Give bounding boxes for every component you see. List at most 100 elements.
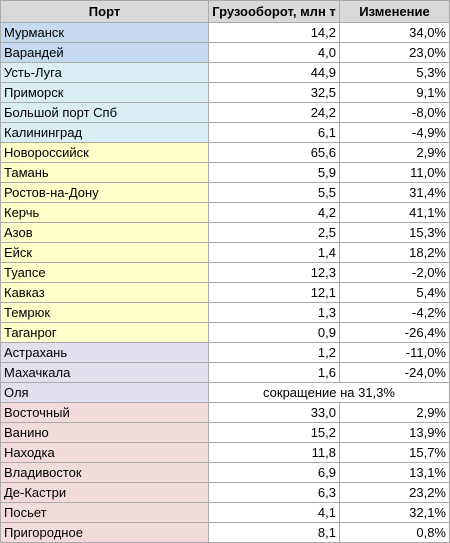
table-row: Оля сокращение на 31,3% [0,382,450,403]
volume-cell: 4,2 [208,202,340,223]
volume-cell: 11,8 [208,442,340,463]
volume-cell: 65,6 [208,142,340,163]
change-cell: 5,3% [339,62,450,83]
volume-cell: 2,5 [208,222,340,243]
change-cell: -8,0% [339,102,450,123]
change-cell: 2,9% [339,402,450,423]
port-name-cell: Ейск [0,242,209,263]
change-cell: -11,0% [339,342,450,363]
port-name-cell: Туапсе [0,262,209,283]
volume-cell: 1,3 [208,302,340,323]
table-row: Кавказ 12,1 5,4% [0,282,450,303]
change-cell: 5,4% [339,282,450,303]
port-name-cell: Ростов-на-Дону [0,182,209,203]
change-cell: 32,1% [339,502,450,523]
volume-cell: 4,1 [208,502,340,523]
table-row: Варандей 4,0 23,0% [0,42,450,63]
volume-cell: 1,2 [208,342,340,363]
change-cell: -24,0% [339,362,450,383]
change-cell: 15,3% [339,222,450,243]
change-cell: 13,1% [339,462,450,483]
table-row: Туапсе 12,3 -2,0% [0,262,450,283]
table-row: Темрюк 1,3 -4,2% [0,302,450,323]
header-change: Изменение [339,0,450,23]
table-row: Калининград 6,1 -4,9% [0,122,450,143]
change-cell: 31,4% [339,182,450,203]
volume-cell: 6,9 [208,462,340,483]
merged-note-cell: сокращение на 31,3% [208,382,450,403]
volume-cell: 4,0 [208,42,340,63]
port-name-cell: Варандей [0,42,209,63]
port-name-cell: Посьет [0,502,209,523]
change-cell: 0,8% [339,522,450,543]
change-cell: 23,0% [339,42,450,63]
volume-cell: 12,3 [208,262,340,283]
table-row: Ванино 15,2 13,9% [0,422,450,443]
volume-cell: 24,2 [208,102,340,123]
change-cell: -4,2% [339,302,450,323]
header-volume: Грузооборот, млн т [208,0,340,23]
volume-cell: 5,5 [208,182,340,203]
port-name-cell: Мурманск [0,22,209,43]
table-row: Приморск 32,5 9,1% [0,82,450,103]
table-row: Астрахань 1,2 -11,0% [0,342,450,363]
port-name-cell: Новороссийск [0,142,209,163]
port-name-cell: Азов [0,222,209,243]
port-name-cell: Большой порт Спб [0,102,209,123]
port-name-cell: Усть-Луга [0,62,209,83]
volume-cell: 14,2 [208,22,340,43]
port-name-cell: Махачкала [0,362,209,383]
table-body: Мурманск 14,2 34,0% Варандей 4,0 23,0% Усть-Лу… [0,22,450,543]
table-row: Владивосток 6,9 13,1% [0,462,450,483]
change-cell: 2,9% [339,142,450,163]
port-name-cell: Находка [0,442,209,463]
table-row: Большой порт Спб 24,2 -8,0% [0,102,450,123]
port-name-cell: Владивосток [0,462,209,483]
port-name-cell: Тамань [0,162,209,183]
change-cell: 18,2% [339,242,450,263]
change-cell: -4,9% [339,122,450,143]
change-cell: 13,9% [339,422,450,443]
table-row: Тамань 5,9 11,0% [0,162,450,183]
table-row: Махачкала 1,6 -24,0% [0,362,450,383]
port-name-cell: Калининград [0,122,209,143]
table-row: Восточный 33,0 2,9% [0,402,450,423]
volume-cell: 8,1 [208,522,340,543]
volume-cell: 44,9 [208,62,340,83]
port-name-cell: Астрахань [0,342,209,363]
volume-cell: 1,6 [208,362,340,383]
table-row: Ростов-на-Дону 5,5 31,4% [0,182,450,203]
header-port: Порт [0,0,209,23]
port-name-cell: Таганрог [0,322,209,343]
table-row: Новороссийск 65,6 2,9% [0,142,450,163]
volume-cell: 33,0 [208,402,340,423]
port-name-cell: Ванино [0,422,209,443]
table-row: Находка 11,8 15,7% [0,442,450,463]
table-row: Де-Кастри 6,3 23,2% [0,482,450,503]
port-name-cell: Оля [0,382,209,403]
port-name-cell: Темрюк [0,302,209,323]
table-row: Пригородное 8,1 0,8% [0,522,450,543]
change-cell: 23,2% [339,482,450,503]
change-cell: 9,1% [339,82,450,103]
header-row: Порт Грузооборот, млн т Изменение [0,0,450,23]
table-row: Ейск 1,4 18,2% [0,242,450,263]
change-cell: 34,0% [339,22,450,43]
change-cell: 15,7% [339,442,450,463]
table-row: Азов 2,5 15,3% [0,222,450,243]
port-name-cell: Кавказ [0,282,209,303]
volume-cell: 12,1 [208,282,340,303]
volume-cell: 6,3 [208,482,340,503]
volume-cell: 0,9 [208,322,340,343]
table-row: Усть-Луга 44,9 5,3% [0,62,450,83]
port-name-cell: Де-Кастри [0,482,209,503]
table-row: Таганрог 0,9 -26,4% [0,322,450,343]
change-cell: -26,4% [339,322,450,343]
port-name-cell: Пригородное [0,522,209,543]
port-name-cell: Керчь [0,202,209,223]
volume-cell: 32,5 [208,82,340,103]
volume-cell: 15,2 [208,422,340,443]
volume-cell: 5,9 [208,162,340,183]
port-name-cell: Восточный [0,402,209,423]
